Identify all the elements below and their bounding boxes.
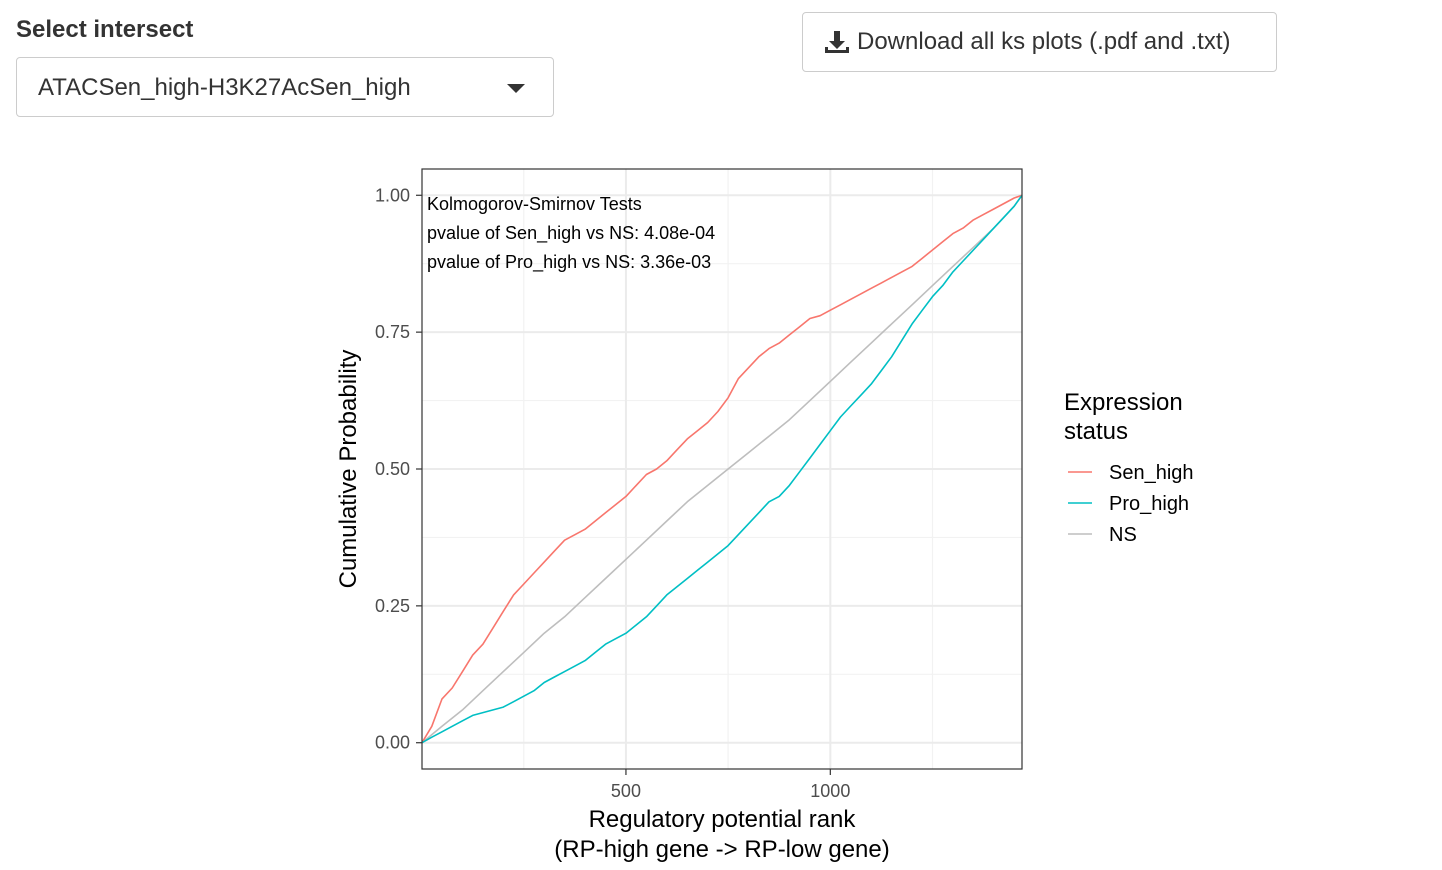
ks-annotation-title: Kolmogorov-Smirnov Tests <box>427 194 642 214</box>
y-tick-label: 1.00 <box>375 185 410 205</box>
legend-title-line1: Expression <box>1064 389 1183 416</box>
x-axis-label-line1: Regulatory potential rank <box>589 806 857 833</box>
y-tick-label: 0.75 <box>375 322 410 342</box>
ks-annotation-sen-pvalue: pvalue of Sen_high vs NS: 4.08e-04 <box>427 223 715 244</box>
x-axis: 500 1000 <box>611 769 850 801</box>
series-line-sen-high <box>421 194 1023 744</box>
y-tick-label: 0.00 <box>375 733 410 753</box>
series-line-pro-high <box>421 194 1023 744</box>
select-intersect-value: ATACSen_high-H3K27AcSen_high <box>38 74 411 101</box>
legend-label-pro-high: Pro_high <box>1109 493 1189 515</box>
series-lines <box>421 194 1023 744</box>
x-axis-label-line2: (RP-high gene -> RP-low gene) <box>554 836 890 863</box>
legend-label-sen-high: Sen_high <box>1109 462 1194 484</box>
select-intersect-label: Select intersect <box>16 16 194 43</box>
download-all-ks-plots-button[interactable]: Download all ks plots (.pdf and .txt) <box>802 12 1277 72</box>
y-axis: 0.00 0.25 0.50 0.75 1.00 <box>375 185 422 753</box>
ks-annotation-pro-pvalue: pvalue of Pro_high vs NS: 3.36e-03 <box>427 252 711 273</box>
chevron-down-icon <box>507 84 525 93</box>
y-tick-label: 0.25 <box>375 596 410 616</box>
y-tick-label: 0.50 <box>375 459 410 479</box>
series-line-ns <box>421 194 1023 744</box>
legend-label-ns: NS <box>1109 524 1137 546</box>
x-tick-label: 1000 <box>810 781 850 801</box>
x-tick-label: 500 <box>611 781 641 801</box>
select-intersect-dropdown[interactable]: ATACSen_high-H3K27AcSen_high <box>16 57 554 117</box>
y-axis-label: Cumulative Probability <box>335 350 362 589</box>
legend: Sen_high Pro_high NS <box>1068 462 1194 546</box>
download-icon <box>825 31 849 53</box>
legend-title-line2: status <box>1064 418 1128 445</box>
download-button-label: Download all ks plots (.pdf and .txt) <box>857 28 1231 55</box>
grid-major <box>422 169 1022 769</box>
